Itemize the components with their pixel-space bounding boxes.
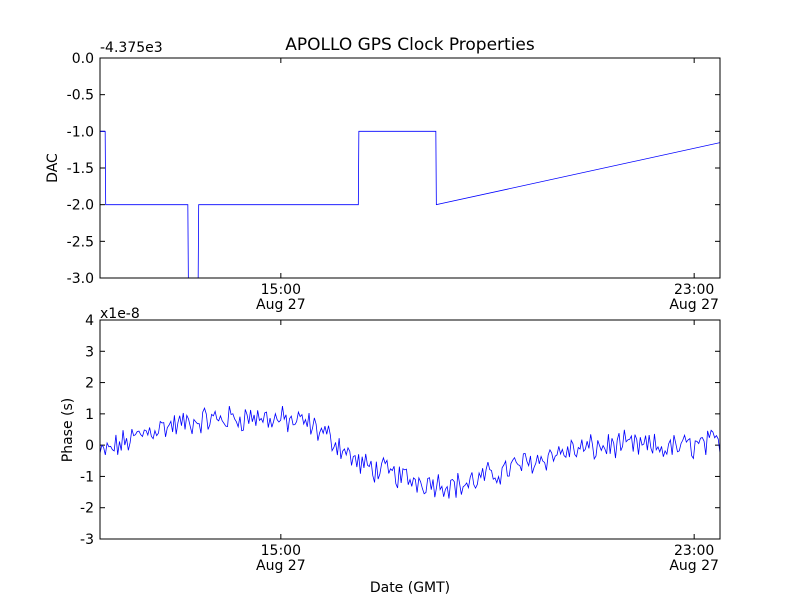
phase-x-tick-time: 23:00 xyxy=(674,543,714,559)
dac-y-tick-label: -0.5 xyxy=(67,88,94,104)
phase-axes-frame xyxy=(99,319,721,540)
phase-y-tick-label: -3 xyxy=(80,532,94,548)
dac-y-tick-label: -1.5 xyxy=(67,161,94,177)
phase-x-tick-date: Aug 27 xyxy=(669,558,719,574)
dac-y-axis-label: DAC xyxy=(45,153,61,183)
dac-x-tick-time: 23:00 xyxy=(674,282,714,298)
phase-y-tick-label: 1 xyxy=(85,407,94,423)
phase-y-tick-label: 2 xyxy=(85,376,94,392)
phase-plot-area xyxy=(100,405,720,499)
dac-y-tick-label: -2.5 xyxy=(67,234,94,250)
dac-offset-label: -4.375e3 xyxy=(100,40,163,56)
dac-y-tick-labels: 0.0 -0.5 -1.0 -1.5 -2.0 -2.5 -3.0 xyxy=(67,51,94,287)
phase-y-tick-label: -2 xyxy=(80,501,94,517)
dac-x-tick-date: Aug 27 xyxy=(669,297,719,313)
dac-y-tick-label: -1.0 xyxy=(67,124,94,140)
phase-panel: x1e-8 Phase (s) Date (GMT) 4 3 2 1 0 -1 -2 -3 1… xyxy=(60,306,721,596)
dac-series-line xyxy=(100,130,720,278)
dac-panel: -4.375e3 DAC 0.0 -0.5 -1.0 -1.5 -2.0 -2.5 -3.0… xyxy=(45,40,721,313)
dac-y-tick-label: -2.0 xyxy=(67,198,94,214)
dac-x-tick-date: Aug 27 xyxy=(256,297,306,313)
phase-y-tick-label: 4 xyxy=(85,313,94,329)
dac-y-tick-label: -3.0 xyxy=(67,271,94,287)
dac-x-tick-time: 15:00 xyxy=(261,282,301,298)
dac-plot-area xyxy=(100,130,720,278)
dac-y-tick-label: 0.0 xyxy=(72,51,94,67)
phase-x-tick-date: Aug 27 xyxy=(256,558,306,574)
phase-y-tick-label: -1 xyxy=(80,469,94,485)
phase-y-tick-label: 0 xyxy=(85,438,94,454)
phase-y-axis-label: Phase (s) xyxy=(60,398,76,462)
phase-x-axis-label: Date (GMT) xyxy=(370,580,450,596)
phase-x-tick-time: 15:00 xyxy=(261,543,301,559)
chart-title: APOLLO GPS Clock Properties xyxy=(285,35,535,55)
phase-offset-label: x1e-8 xyxy=(100,306,140,322)
phase-y-tick-labels: 4 3 2 1 0 -1 -2 -3 xyxy=(80,313,94,548)
phase-y-tick-label: 3 xyxy=(85,344,94,360)
dac-axes-frame xyxy=(99,57,721,279)
phase-series-line xyxy=(100,405,720,499)
